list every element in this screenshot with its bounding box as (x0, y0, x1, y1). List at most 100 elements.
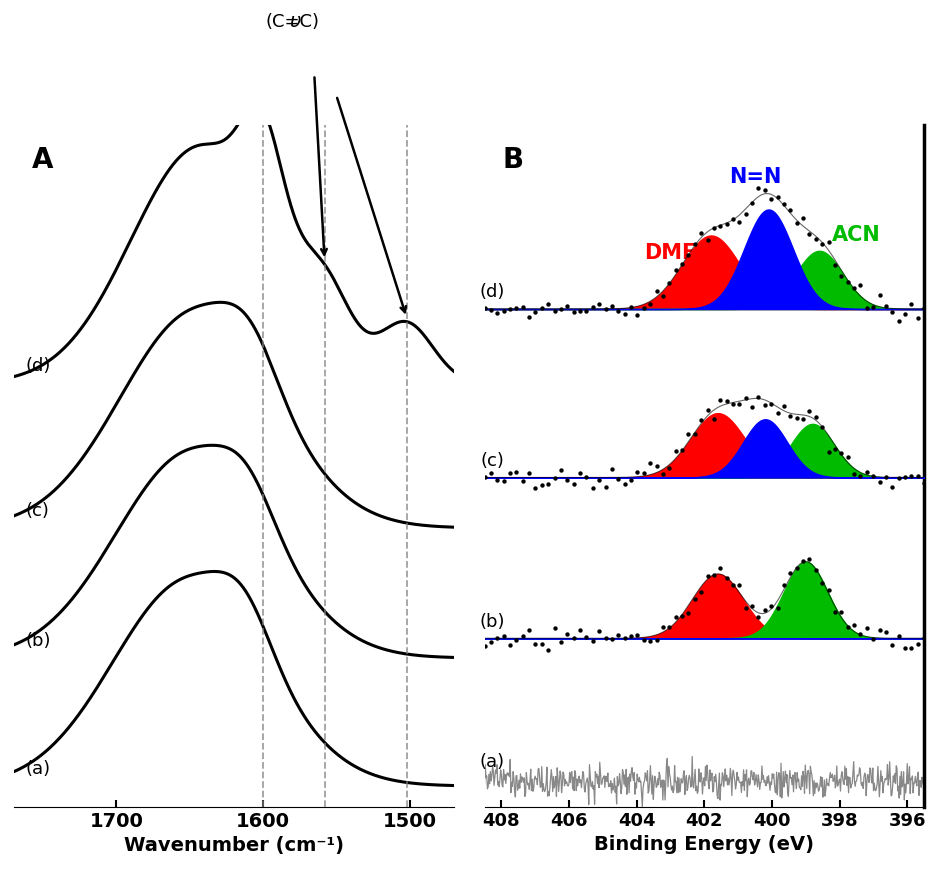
Point (522, 467, 537, 481)
Point (541, 477, 556, 491)
Point (821, 583, 836, 597)
Point (706, 412, 721, 426)
Point (598, 481, 613, 494)
Point (796, 412, 811, 426)
Point (840, 275, 855, 289)
Point (547, 304, 562, 318)
Point (815, 420, 830, 434)
Point (674, 442, 689, 456)
Point (776, 197, 791, 211)
Point (738, 391, 753, 405)
Point (764, 599, 779, 613)
Point (706, 221, 721, 235)
Point (515, 629, 531, 643)
Point (515, 300, 531, 314)
Point (630, 308, 645, 322)
Point (681, 249, 696, 262)
Point (750, 610, 766, 624)
Text: υ: υ (290, 12, 300, 31)
Point (509, 633, 524, 647)
Point (776, 578, 791, 592)
Text: (a): (a) (480, 753, 505, 772)
Text: (b): (b) (25, 632, 51, 650)
Point (611, 628, 626, 642)
Point (706, 568, 721, 582)
Point (815, 237, 830, 251)
Point (732, 215, 747, 229)
Point (662, 620, 677, 634)
Point (483, 635, 498, 649)
Point (700, 569, 715, 583)
Point (649, 634, 664, 647)
Point (725, 212, 740, 226)
Point (859, 466, 874, 480)
Point (783, 408, 798, 422)
Point (891, 314, 906, 328)
Point (764, 397, 779, 411)
Point (553, 302, 568, 315)
Point (566, 305, 582, 319)
Point (617, 477, 632, 491)
Point (541, 297, 556, 311)
Point (815, 576, 830, 590)
Text: (b): (b) (480, 613, 505, 631)
Point (872, 475, 887, 489)
Point (566, 477, 582, 491)
Point (643, 296, 658, 310)
Point (598, 632, 613, 646)
Point (592, 473, 607, 487)
Point (866, 632, 881, 646)
Point (872, 623, 887, 637)
Point (872, 289, 887, 302)
Point (541, 643, 556, 657)
Point (598, 302, 613, 315)
Point (700, 403, 715, 417)
X-axis label: Binding Energy (eV): Binding Energy (eV) (595, 835, 815, 854)
Point (852, 278, 868, 292)
Point (681, 428, 696, 441)
Point (636, 633, 651, 647)
Point (757, 183, 772, 197)
Point (623, 473, 638, 487)
Point (604, 462, 619, 476)
Point (859, 302, 874, 315)
Point (694, 414, 709, 428)
Point (522, 622, 537, 636)
Point (490, 631, 505, 645)
Point (840, 450, 855, 464)
Point (477, 640, 492, 653)
Point (547, 471, 562, 485)
Point (903, 641, 919, 655)
Point (553, 634, 568, 648)
Point (655, 289, 670, 302)
Point (738, 601, 753, 615)
Point (713, 561, 728, 574)
Point (834, 446, 849, 460)
Point (502, 638, 517, 652)
Text: A: A (31, 146, 53, 174)
Point (719, 571, 734, 585)
Point (694, 227, 709, 241)
Text: (c): (c) (25, 501, 49, 520)
Point (885, 305, 900, 319)
Point (898, 470, 913, 484)
Point (623, 301, 638, 315)
Point (579, 470, 594, 484)
Point (649, 459, 664, 473)
Point (910, 469, 925, 483)
Point (674, 256, 689, 270)
Point (572, 466, 587, 480)
Point (572, 623, 587, 637)
Point (585, 634, 600, 648)
Text: (d): (d) (25, 357, 51, 375)
Text: (c): (c) (480, 452, 505, 470)
Point (745, 400, 760, 414)
Point (477, 301, 492, 315)
Point (789, 561, 804, 574)
Point (585, 301, 600, 315)
Point (483, 467, 498, 481)
Point (668, 262, 683, 276)
Point (522, 310, 537, 324)
Point (534, 478, 549, 492)
Point (477, 470, 492, 484)
